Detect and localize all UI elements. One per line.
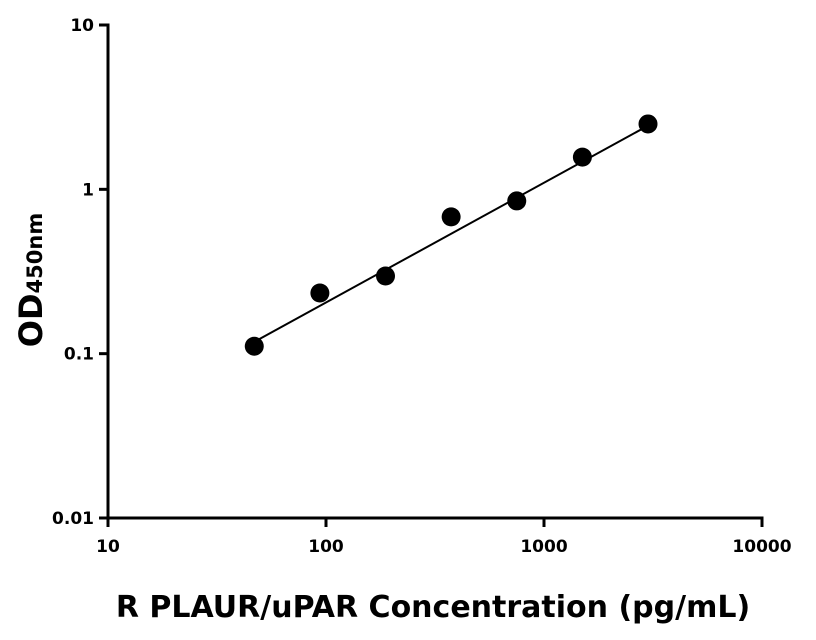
data-point xyxy=(244,336,264,356)
x-axis-label: R PLAUR/uPAR Concentration (pg/mL) xyxy=(116,590,750,625)
y-tick-label: 0.1 xyxy=(64,345,94,365)
x-tick-label: 100 xyxy=(308,537,344,557)
x-tick-label: 10000 xyxy=(732,537,791,557)
y-axis-label: OD450nm xyxy=(12,213,50,347)
data-point xyxy=(507,191,527,211)
y-tick-label: 1 xyxy=(82,180,94,200)
data-point xyxy=(441,207,461,227)
data-point xyxy=(572,147,592,167)
y-tick-label: 10 xyxy=(70,16,94,36)
data-point xyxy=(310,283,330,303)
y-axis-label-sub: 450nm xyxy=(23,213,47,294)
x-tick-label: 1000 xyxy=(520,537,567,557)
y-axis-label-main: OD xyxy=(12,293,50,347)
y-tick-label: 0.01 xyxy=(52,509,94,529)
data-point xyxy=(376,266,396,286)
data-point xyxy=(638,114,658,134)
x-tick-label: 10 xyxy=(96,537,120,557)
